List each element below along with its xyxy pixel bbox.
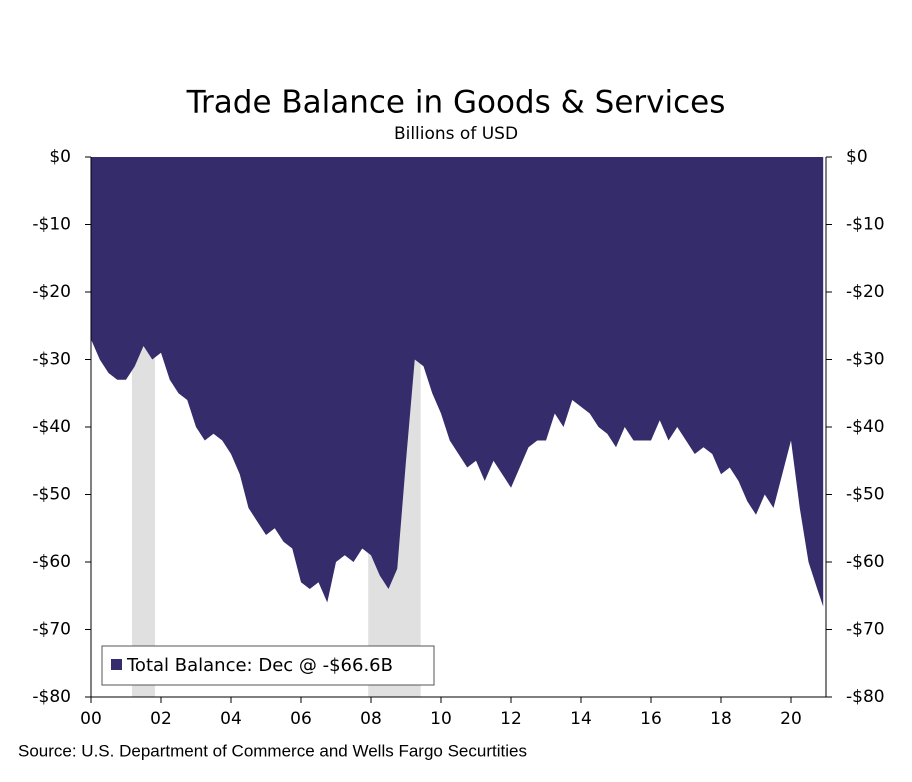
area xyxy=(91,157,824,607)
y-tick-label: $0 xyxy=(49,147,71,167)
y2-tick-label: -$60 xyxy=(846,552,885,572)
y2-tick-label: -$70 xyxy=(846,620,885,640)
source-note: Source: U.S. Department of Commerce and … xyxy=(18,741,527,760)
legend-swatch xyxy=(111,659,122,670)
y-tick-label: -$60 xyxy=(32,552,71,572)
chart-subtitle: Billions of USD xyxy=(394,124,518,144)
y-tick-label: -$10 xyxy=(32,215,71,235)
x-tick-label: 04 xyxy=(220,709,242,729)
x-tick-label: 12 xyxy=(500,709,522,729)
chart-title: Trade Balance in Goods & Services xyxy=(186,85,726,121)
y-tick-label: -$70 xyxy=(32,620,71,640)
x-tick-label: 14 xyxy=(570,709,592,729)
y-tick-label: -$30 xyxy=(32,350,71,370)
legend: Total Balance: Dec @ -$66.6B xyxy=(101,645,435,686)
y-tick-label: -$40 xyxy=(32,417,71,437)
x-tick-label: 20 xyxy=(780,709,802,729)
y2-tick-label: $0 xyxy=(846,147,868,167)
x-tick-label: 16 xyxy=(640,709,662,729)
x-tick-label: 02 xyxy=(150,709,172,729)
legend-box xyxy=(101,645,435,686)
y-tick-label: -$20 xyxy=(32,282,71,302)
x-tick-label: 08 xyxy=(360,709,382,729)
y2-tick-label: -$20 xyxy=(846,282,885,302)
legend-label: Total Balance: Dec @ -$66.6B xyxy=(126,655,393,676)
x-tick-label: 00 xyxy=(80,709,102,729)
x-tick-label: 06 xyxy=(290,709,312,729)
y2-tick-label: -$30 xyxy=(846,350,885,370)
y2-tick-label: -$50 xyxy=(846,485,885,505)
y-tick-label: -$80 xyxy=(32,687,71,707)
y2-tick-label: -$10 xyxy=(846,215,885,235)
y2-tick-label: -$40 xyxy=(846,417,885,437)
y-tick-label: -$50 xyxy=(32,485,71,505)
x-tick-label: 18 xyxy=(710,709,732,729)
x-tick-label: 10 xyxy=(430,709,452,729)
y2-tick-label: -$80 xyxy=(846,687,885,707)
